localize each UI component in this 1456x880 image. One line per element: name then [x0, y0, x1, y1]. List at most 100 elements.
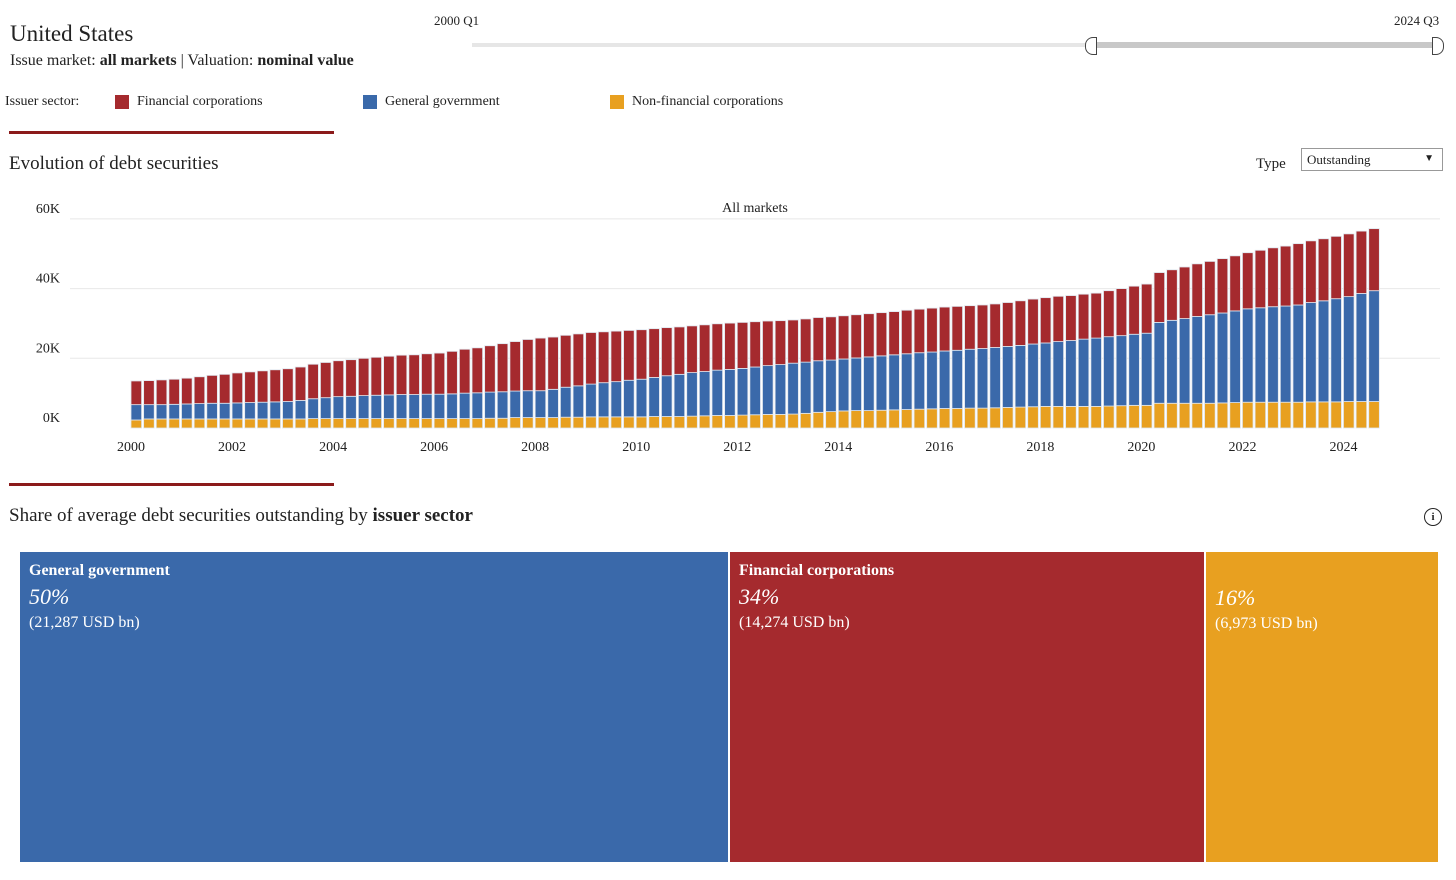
bar-financial-corporations[interactable]: [837, 315, 850, 360]
bar-financial-corporations[interactable]: [1077, 293, 1090, 340]
bar-financial-corporations[interactable]: [812, 317, 825, 362]
bar-financial-corporations[interactable]: [1103, 290, 1115, 338]
bar-financial-corporations[interactable]: [901, 309, 913, 355]
bar-general-government[interactable]: [345, 395, 357, 419]
bar-financial-corporations[interactable]: [1039, 297, 1052, 344]
bar-financial-corporations[interactable]: [572, 333, 585, 387]
bar-non-financial-corporations[interactable]: [193, 418, 206, 429]
bar-financial-corporations[interactable]: [1355, 230, 1368, 294]
bar-non-financial-corporations[interactable]: [332, 418, 345, 429]
bar-general-government[interactable]: [332, 396, 345, 419]
bar-non-financial-corporations[interactable]: [244, 418, 256, 429]
bar-financial-corporations[interactable]: [711, 323, 723, 371]
bar-non-financial-corporations[interactable]: [1039, 405, 1052, 429]
bar-financial-corporations[interactable]: [143, 380, 155, 406]
bar-general-government[interactable]: [1242, 308, 1254, 403]
bar-general-government[interactable]: [926, 351, 938, 410]
bar-financial-corporations[interactable]: [686, 325, 698, 373]
bar-financial-corporations[interactable]: [370, 356, 382, 396]
bar-general-government[interactable]: [901, 353, 913, 410]
bar-non-financial-corporations[interactable]: [282, 418, 294, 429]
bar-financial-corporations[interactable]: [1242, 252, 1254, 310]
bar-non-financial-corporations[interactable]: [1242, 401, 1254, 429]
bar-general-government[interactable]: [408, 394, 420, 419]
bar-general-government[interactable]: [181, 403, 193, 420]
bar-non-financial-corporations[interactable]: [1052, 405, 1064, 429]
bar-general-government[interactable]: [370, 394, 382, 419]
bar-non-financial-corporations[interactable]: [168, 418, 180, 429]
bar-non-financial-corporations[interactable]: [1128, 404, 1140, 429]
bar-financial-corporations[interactable]: [863, 313, 875, 358]
bar-non-financial-corporations[interactable]: [1229, 402, 1241, 429]
bar-financial-corporations[interactable]: [282, 368, 294, 402]
bar-financial-corporations[interactable]: [294, 366, 307, 401]
bar-non-financial-corporations[interactable]: [446, 418, 458, 429]
bar-financial-corporations[interactable]: [1128, 285, 1140, 335]
bar-general-government[interactable]: [648, 377, 660, 417]
bar-non-financial-corporations[interactable]: [774, 414, 787, 429]
bar-non-financial-corporations[interactable]: [1115, 405, 1128, 429]
bar-non-financial-corporations[interactable]: [471, 418, 484, 429]
bar-general-government[interactable]: [522, 390, 534, 418]
bar-non-financial-corporations[interactable]: [635, 416, 648, 429]
bar-non-financial-corporations[interactable]: [1014, 406, 1027, 429]
bar-financial-corporations[interactable]: [976, 304, 989, 349]
bar-general-government[interactable]: [913, 352, 926, 410]
bar-non-financial-corporations[interactable]: [989, 407, 1001, 429]
bar-financial-corporations[interactable]: [749, 321, 761, 368]
bar-general-government[interactable]: [1355, 293, 1368, 402]
bar-non-financial-corporations[interactable]: [661, 416, 673, 429]
legend-item-nonfinancial[interactable]: Non-financial corporations: [610, 94, 783, 110]
bar-general-government[interactable]: [320, 397, 332, 419]
bar-non-financial-corporations[interactable]: [938, 408, 951, 429]
bar-financial-corporations[interactable]: [1002, 302, 1014, 347]
bar-financial-corporations[interactable]: [585, 332, 597, 385]
bar-general-government[interactable]: [1153, 322, 1166, 404]
bar-non-financial-corporations[interactable]: [1090, 405, 1102, 429]
bar-general-government[interactable]: [1014, 345, 1027, 408]
bar-general-government[interactable]: [1317, 300, 1330, 403]
bar-general-government[interactable]: [1330, 298, 1342, 403]
bar-non-financial-corporations[interactable]: [913, 408, 926, 429]
bar-financial-corporations[interactable]: [433, 352, 446, 395]
bar-general-government[interactable]: [825, 359, 837, 413]
bar-financial-corporations[interactable]: [1191, 263, 1203, 317]
bar-non-financial-corporations[interactable]: [433, 418, 446, 429]
type-select[interactable]: Outstanding ▼: [1301, 148, 1443, 171]
slider-end-handle[interactable]: [1432, 37, 1444, 55]
bar-financial-corporations[interactable]: [332, 360, 345, 398]
bar-financial-corporations[interactable]: [307, 363, 319, 400]
bar-non-financial-corporations[interactable]: [1355, 401, 1368, 429]
bar-financial-corporations[interactable]: [244, 371, 256, 403]
bar-non-financial-corporations[interactable]: [509, 417, 521, 429]
bar-general-government[interactable]: [597, 382, 610, 418]
bar-non-financial-corporations[interactable]: [1330, 401, 1342, 429]
bar-non-financial-corporations[interactable]: [143, 418, 155, 429]
bar-general-government[interactable]: [1216, 312, 1229, 404]
bar-financial-corporations[interactable]: [736, 322, 749, 369]
bar-financial-corporations[interactable]: [383, 355, 395, 396]
bar-financial-corporations[interactable]: [1141, 283, 1153, 334]
bar-general-government[interactable]: [673, 373, 686, 417]
bar-financial-corporations[interactable]: [762, 320, 774, 367]
bar-financial-corporations[interactable]: [219, 373, 231, 404]
bar-general-government[interactable]: [383, 394, 395, 419]
bar-general-government[interactable]: [1027, 343, 1039, 408]
bar-general-government[interactable]: [888, 354, 900, 411]
bar-non-financial-corporations[interactable]: [863, 410, 875, 429]
bar-non-financial-corporations[interactable]: [812, 411, 825, 429]
bar-non-financial-corporations[interactable]: [155, 418, 168, 429]
bar-financial-corporations[interactable]: [989, 303, 1001, 348]
bar-general-government[interactable]: [1178, 318, 1191, 404]
bar-financial-corporations[interactable]: [1254, 249, 1267, 309]
bar-non-financial-corporations[interactable]: [1254, 401, 1267, 429]
bar-general-government[interactable]: [168, 403, 180, 420]
time-range-slider-selection[interactable]: [1092, 42, 1436, 48]
bar-general-government[interactable]: [774, 364, 787, 415]
bar-non-financial-corporations[interactable]: [1279, 401, 1292, 429]
bar-non-financial-corporations[interactable]: [269, 418, 281, 429]
bar-non-financial-corporations[interactable]: [294, 418, 307, 429]
bar-non-financial-corporations[interactable]: [610, 416, 622, 429]
bar-non-financial-corporations[interactable]: [1065, 405, 1077, 429]
info-icon[interactable]: i: [1424, 508, 1442, 526]
